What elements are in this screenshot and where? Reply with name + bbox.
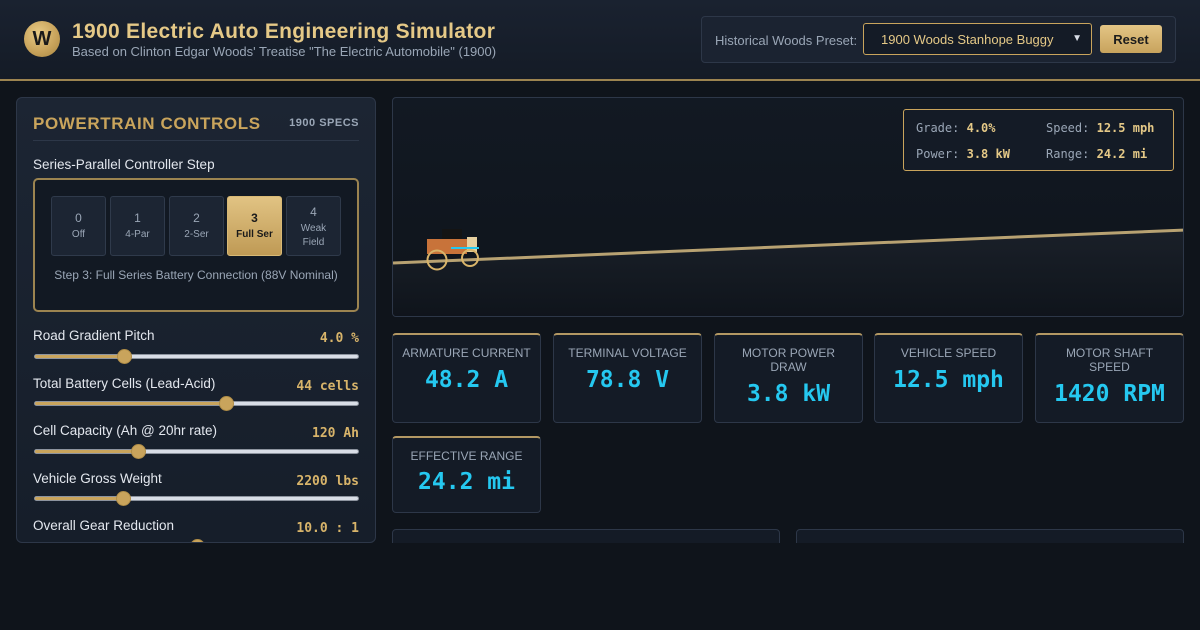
step-label: 2-Ser: [184, 229, 209, 240]
gear-reduction-value: 10.0 : 1: [296, 521, 359, 536]
reset-button[interactable]: Reset: [1100, 25, 1162, 53]
slider-thumb[interactable]: [218, 396, 234, 411]
telemetry-hud: Grade: 4.0% Speed: 12.5 mph Power: 3.8 k…: [903, 109, 1174, 171]
metric-value: 78.8 V: [585, 367, 670, 393]
preset-label: Historical Woods Preset:: [715, 33, 858, 48]
controller-step-3[interactable]: 3 Full Ser: [227, 196, 282, 256]
road-scene-graphic: [393, 228, 1183, 316]
hud-power: Power: 3.8 kW: [916, 147, 1010, 161]
metric-label: MOTOR SHAFT SPEED: [1065, 346, 1154, 374]
cell-capacity-slider[interactable]: [34, 444, 359, 459]
gear-reduction-label: Overall Gear Reduction: [33, 518, 175, 533]
metric-motor-power: MOTOR POWER DRAW 3.8 kW: [714, 333, 863, 423]
preset-select[interactable]: 1900 Woods Stanhope Buggy ▼: [863, 23, 1092, 55]
slider-fill: [35, 355, 125, 358]
slider-fill: [35, 402, 226, 405]
viewport-bottom: [0, 543, 1200, 630]
app-title: 1900 Electric Auto Engineering Simulator: [72, 20, 496, 43]
hud-grade-value: 4.0%: [966, 121, 996, 135]
step-number: 1: [134, 211, 141, 225]
gross-weight-value: 2200 lbs: [296, 474, 359, 489]
metric-label: TERMINAL VOLTAGE: [568, 346, 687, 360]
metric-vehicle-speed: VEHICLE SPEED 12.5 mph: [874, 333, 1023, 423]
controller-step-0[interactable]: 0 Off: [51, 196, 106, 256]
step-label: Full Ser: [236, 229, 273, 240]
metric-terminal-voltage: TERMINAL VOLTAGE 78.8 V: [553, 333, 702, 423]
hud-power-label: Power:: [916, 147, 960, 161]
gradient-slider[interactable]: [34, 349, 359, 364]
cell-capacity-value: 120 Ah: [312, 426, 359, 441]
step-number: 0: [75, 211, 82, 225]
metric-label: MOTOR POWER DRAW: [741, 346, 836, 374]
step-number: 3: [251, 211, 258, 225]
gradient-label: Road Gradient Pitch: [33, 328, 155, 343]
slider-thumb[interactable]: [115, 491, 131, 506]
slider-thumb[interactable]: [131, 444, 147, 459]
chevron-down-icon: ▼: [1072, 33, 1082, 44]
app-header: W 1900 Electric Auto Engineering Simulat…: [0, 0, 1200, 81]
preset-toolbar: Historical Woods Preset: 1900 Woods Stan…: [701, 16, 1176, 63]
step-label: 4-Par: [125, 229, 150, 240]
step-number: 4: [310, 205, 317, 219]
hud-speed: Speed: 12.5 mph: [1046, 121, 1154, 135]
hud-speed-label: Speed:: [1046, 121, 1090, 135]
cell-capacity-label: Cell Capacity (Ah @ 20hr rate): [33, 423, 218, 438]
metric-value: 48.2 A: [424, 367, 509, 393]
metric-value: 24.2 mi: [418, 469, 515, 495]
ground-fill: [393, 230, 1183, 316]
road-simulation-view: Grade: 4.0% Speed: 12.5 mph Power: 3.8 k…: [392, 97, 1184, 317]
road-line: [393, 228, 1183, 265]
hud-range-label: Range:: [1046, 147, 1090, 161]
controller-step-1[interactable]: 1 4-Par: [110, 196, 165, 256]
slider-fill: [35, 497, 123, 500]
metric-effective-range: EFFECTIVE RANGE 24.2 mi: [392, 436, 541, 513]
gross-weight-slider[interactable]: [34, 491, 359, 506]
hud-grade: Grade: 4.0%: [916, 121, 996, 135]
metric-motor-shaft-speed: MOTOR SHAFT SPEED 1420 RPM: [1035, 333, 1184, 423]
step-label: Weak Field: [300, 223, 327, 248]
controller-step-2[interactable]: 2 2-Ser: [169, 196, 224, 256]
hud-range-value: 24.2 mi: [1096, 147, 1148, 161]
preset-select-value: 1900 Woods Stanhope Buggy: [881, 31, 1054, 47]
battery-cells-slider[interactable]: [34, 396, 359, 411]
slider-thumb[interactable]: [117, 349, 133, 364]
specs-badge: 1900 SPECS: [289, 117, 359, 129]
app-subtitle: Based on Clinton Edgar Woods' Treatise "…: [72, 44, 497, 59]
metric-armature-current: ARMATURE CURRENT 48.2 A: [392, 333, 541, 423]
woods-logo: W: [24, 21, 60, 57]
electric-buggy-icon: [426, 229, 479, 271]
step-label: Off: [71, 229, 86, 240]
controller-step-4[interactable]: 4 Weak Field: [286, 196, 341, 256]
metric-value: 1420 RPM: [1054, 381, 1165, 407]
controller-step-description: Step 3: Full Series Battery Connection (…: [54, 268, 338, 282]
metric-value: 12.5 mph: [893, 367, 1004, 393]
metric-label: EFFECTIVE RANGE: [410, 449, 523, 463]
step-number: 2: [193, 211, 200, 225]
panel-divider: [33, 140, 359, 141]
controller-step-label: Series-Parallel Controller Step: [33, 157, 215, 172]
hud-speed-value: 12.5 mph: [1096, 121, 1155, 135]
panel-title: POWERTRAIN CONTROLS: [33, 114, 261, 133]
metric-label: VEHICLE SPEED: [900, 346, 997, 360]
hud-power-value: 3.8 kW: [966, 147, 1010, 161]
metric-value: 3.8 kW: [746, 381, 831, 407]
hud-range: Range: 24.2 mi: [1046, 147, 1147, 161]
controller-step-selector: 0 Off 1 4-Par 2 2-Ser 3 Full Ser 4 Weak …: [33, 178, 359, 312]
powertrain-controls-panel: POWERTRAIN CONTROLS 1900 SPECS Series-Pa…: [16, 97, 376, 543]
gradient-value: 4.0 %: [319, 331, 359, 346]
gross-weight-label: Vehicle Gross Weight: [33, 471, 162, 486]
hud-grade-label: Grade:: [916, 121, 960, 135]
battery-cells-value: 44 cells: [296, 379, 359, 394]
slider-fill: [35, 450, 139, 453]
battery-cells-label: Total Battery Cells (Lead-Acid): [33, 376, 216, 391]
metric-label: ARMATURE CURRENT: [402, 346, 531, 360]
